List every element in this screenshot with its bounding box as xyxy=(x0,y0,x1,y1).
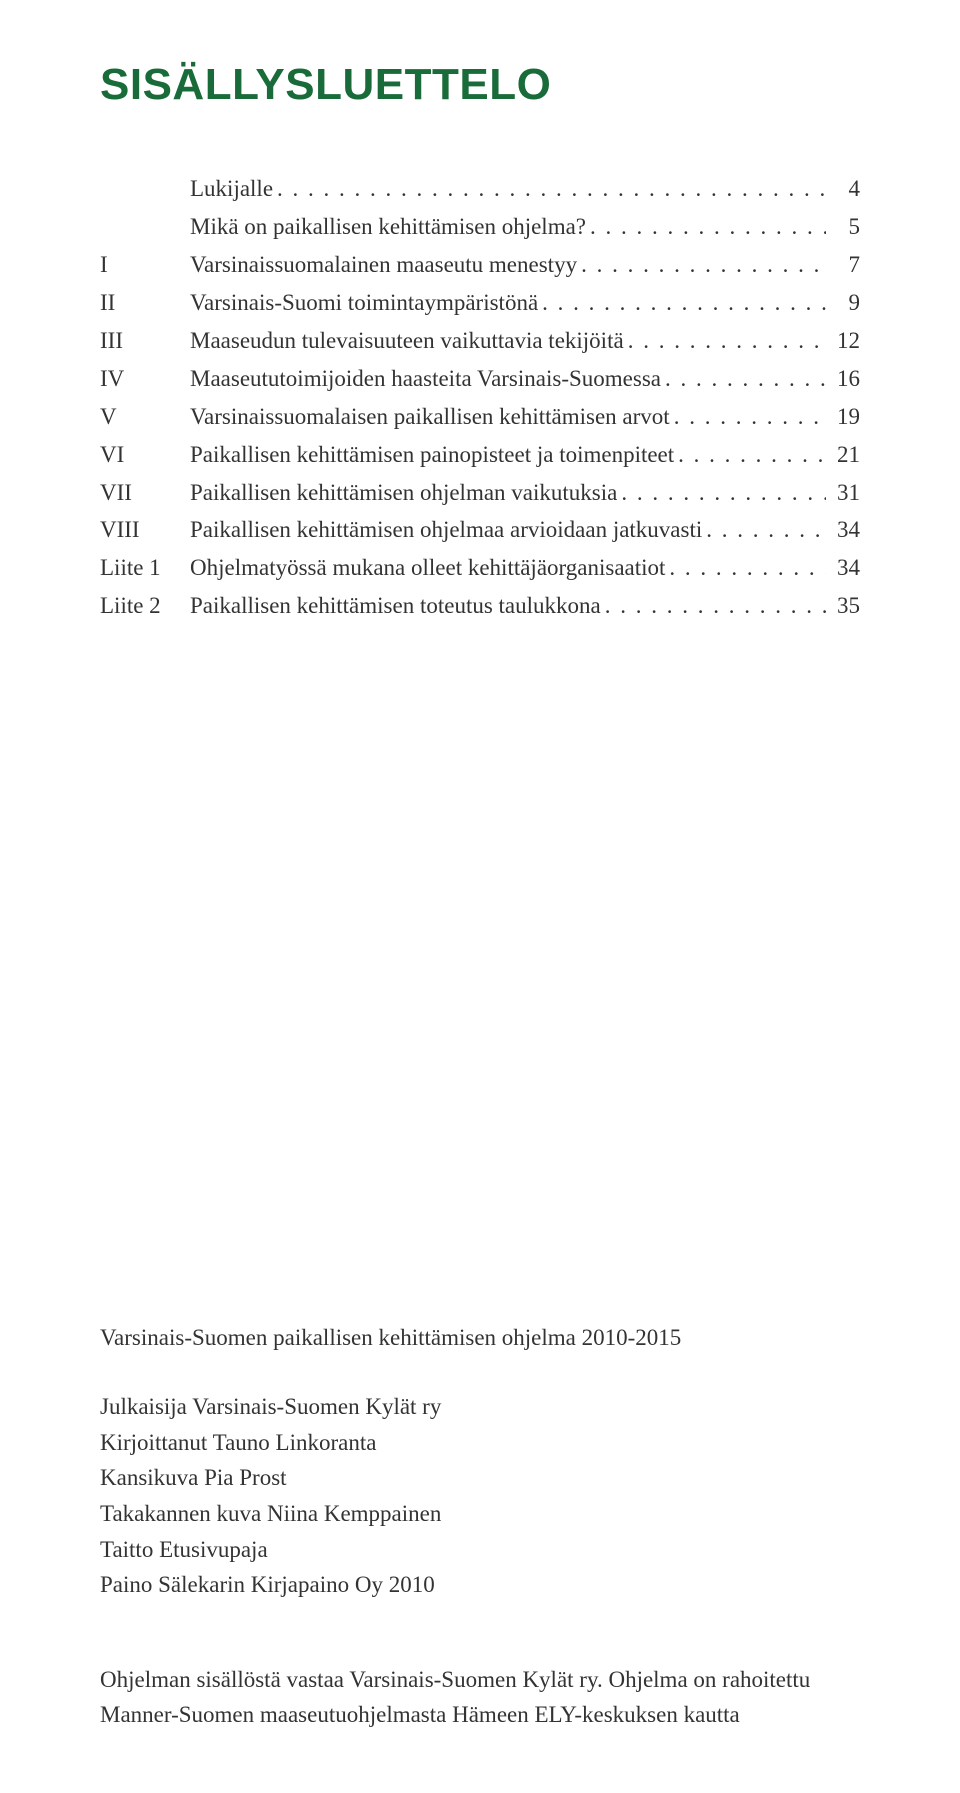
toc-leader-dots xyxy=(538,284,826,322)
toc-leader-dots xyxy=(273,170,826,208)
toc-label: Varsinaissuomalaisen paikallisen kehittä… xyxy=(190,398,670,436)
toc-section-number: Liite 2 xyxy=(100,587,190,625)
footer-line: Manner-Suomen maaseutuohjelmasta Hämeen … xyxy=(100,1697,860,1733)
meta-line: Kirjoittanut Tauno Linkoranta xyxy=(100,1425,860,1461)
toc-section-number: Liite 1 xyxy=(100,549,190,587)
toc-label-wrap: Paikallisen kehittämisen ohjelmaa arvioi… xyxy=(190,511,826,549)
toc-leader-dots xyxy=(624,322,826,360)
publication-metadata: Varsinais-Suomen paikallisen kehittämise… xyxy=(100,1320,860,1603)
toc-label-wrap: Paikallisen kehittämisen ohjelman vaikut… xyxy=(190,474,826,512)
toc-page-number: 7 xyxy=(826,246,860,284)
toc-label: Paikallisen kehittämisen ohjelman vaikut… xyxy=(190,474,617,512)
toc-page-number: 34 xyxy=(826,549,860,587)
toc-row: Mikä on paikallisen kehittämisen ohjelma… xyxy=(100,208,860,246)
toc-label: Paikallisen kehittämisen ohjelmaa arvioi… xyxy=(190,511,702,549)
footer-note: Ohjelman sisällöstä vastaa Varsinais-Suo… xyxy=(100,1662,860,1733)
toc-page-number: 12 xyxy=(826,322,860,360)
toc-page-number: 19 xyxy=(826,398,860,436)
toc-label-wrap: Varsinaissuomalainen maaseutu menestyy xyxy=(190,246,826,284)
toc-section-number: IV xyxy=(100,360,190,398)
toc-label: Maaseudun tulevaisuuteen vaikuttavia tek… xyxy=(190,322,624,360)
meta-line: Kansikuva Pia Prost xyxy=(100,1460,860,1496)
toc-row: Lukijalle 4 xyxy=(100,170,860,208)
toc-section-number: I xyxy=(100,246,190,284)
page-title: SISÄLLYSLUETTELO xyxy=(100,60,860,110)
toc-section-number: V xyxy=(100,398,190,436)
toc-row: I Varsinaissuomalainen maaseutu menestyy… xyxy=(100,246,860,284)
toc-section-number: VIII xyxy=(100,511,190,549)
meta-line: Takakannen kuva Niina Kemppainen xyxy=(100,1496,860,1532)
toc-page-number: 16 xyxy=(826,360,860,398)
toc-label-wrap: Varsinaissuomalaisen paikallisen kehittä… xyxy=(190,398,826,436)
toc-leader-dots xyxy=(661,360,826,398)
toc-leader-dots xyxy=(702,511,826,549)
table-of-contents: Lukijalle 4 Mikä on paikallisen kehittäm… xyxy=(100,170,860,625)
toc-label-wrap: Maaseututoimijoiden haasteita Varsinais-… xyxy=(190,360,826,398)
toc-label: Mikä on paikallisen kehittämisen ohjelma… xyxy=(190,208,586,246)
toc-leader-dots xyxy=(674,436,826,474)
toc-row: VII Paikallisen kehittämisen ohjelman va… xyxy=(100,474,860,512)
toc-section-number: III xyxy=(100,322,190,360)
toc-row: VIII Paikallisen kehittämisen ohjelmaa a… xyxy=(100,511,860,549)
footer-line: Ohjelman sisällöstä vastaa Varsinais-Suo… xyxy=(100,1662,860,1698)
document-page: SISÄLLYSLUETTELO Lukijalle 4 Mikä on pai… xyxy=(0,0,960,1793)
toc-label: Paikallisen kehittämisen toteutus tauluk… xyxy=(190,587,601,625)
toc-leader-dots xyxy=(665,549,826,587)
toc-label-wrap: Lukijalle xyxy=(190,170,826,208)
toc-label-wrap: Maaseudun tulevaisuuteen vaikuttavia tek… xyxy=(190,322,826,360)
toc-leader-dots xyxy=(601,587,826,625)
meta-line: Julkaisija Varsinais-Suomen Kylät ry xyxy=(100,1389,860,1425)
meta-line: Paino Sälekarin Kirjapaino Oy 2010 xyxy=(100,1567,860,1603)
toc-page-number: 9 xyxy=(826,284,860,322)
toc-label: Maaseututoimijoiden haasteita Varsinais-… xyxy=(190,360,661,398)
toc-row: III Maaseudun tulevaisuuteen vaikuttavia… xyxy=(100,322,860,360)
toc-section-number: VII xyxy=(100,474,190,512)
toc-label: Varsinaissuomalainen maaseutu menestyy xyxy=(190,246,577,284)
toc-row: Liite 2 Paikallisen kehittämisen toteutu… xyxy=(100,587,860,625)
toc-label: Varsinais-Suomi toimintaympäristönä xyxy=(190,284,538,322)
toc-leader-dots xyxy=(586,208,826,246)
toc-label-wrap: Mikä on paikallisen kehittämisen ohjelma… xyxy=(190,208,826,246)
toc-page-number: 31 xyxy=(826,474,860,512)
toc-label-wrap: Ohjelmatyössä mukana olleet kehittäjäorg… xyxy=(190,549,826,587)
toc-page-number: 35 xyxy=(826,587,860,625)
toc-section-number: II xyxy=(100,284,190,322)
toc-leader-dots xyxy=(670,398,826,436)
toc-page-number: 21 xyxy=(826,436,860,474)
toc-page-number: 4 xyxy=(826,170,860,208)
toc-page-number: 34 xyxy=(826,511,860,549)
toc-leader-dots xyxy=(617,474,826,512)
meta-line: Taitto Etusivupaja xyxy=(100,1532,860,1568)
toc-row: V Varsinaissuomalaisen paikallisen kehit… xyxy=(100,398,860,436)
toc-row: II Varsinais-Suomi toimintaympäristönä 9 xyxy=(100,284,860,322)
toc-label: Lukijalle xyxy=(190,170,273,208)
toc-row: VI Paikallisen kehittämisen painopisteet… xyxy=(100,436,860,474)
toc-label-wrap: Paikallisen kehittämisen toteutus tauluk… xyxy=(190,587,826,625)
toc-leader-dots xyxy=(577,246,826,284)
publication-title: Varsinais-Suomen paikallisen kehittämise… xyxy=(100,1320,860,1356)
toc-page-number: 5 xyxy=(826,208,860,246)
toc-label: Ohjelmatyössä mukana olleet kehittäjäorg… xyxy=(190,549,665,587)
toc-row: IV Maaseututoimijoiden haasteita Varsina… xyxy=(100,360,860,398)
toc-section-number: VI xyxy=(100,436,190,474)
toc-label-wrap: Varsinais-Suomi toimintaympäristönä xyxy=(190,284,826,322)
toc-label: Paikallisen kehittämisen painopisteet ja… xyxy=(190,436,674,474)
toc-label-wrap: Paikallisen kehittämisen painopisteet ja… xyxy=(190,436,826,474)
toc-row: Liite 1 Ohjelmatyössä mukana olleet kehi… xyxy=(100,549,860,587)
